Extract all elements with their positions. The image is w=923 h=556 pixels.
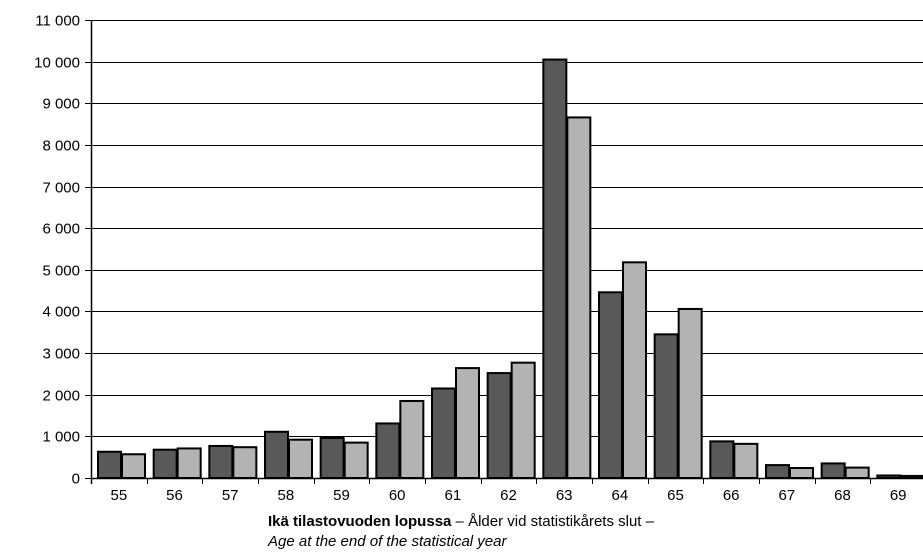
bar-63-series-1 bbox=[542, 58, 568, 480]
x-tick-labels: 55 56 57 58 59 60 61 62 63 64 65 66 67 68 69 bbox=[110, 487, 906, 504]
bar-60-series-1 bbox=[375, 422, 401, 479]
x-tick-label: 60 bbox=[389, 487, 406, 504]
x-tick-label: 69 bbox=[890, 487, 907, 504]
y-tick-labels: 0 1 000 2 000 3 000 4 000 5 000 6 000 7 000 8 00… bbox=[34, 13, 80, 488]
bar-55-series-2 bbox=[121, 453, 146, 479]
y-tick-label: 7 000 bbox=[42, 180, 80, 197]
y-tick-label: 10 000 bbox=[34, 55, 80, 72]
bar-65-series-2 bbox=[677, 307, 703, 479]
bar-68-series-1 bbox=[820, 462, 846, 480]
bar-62-series-2 bbox=[510, 361, 536, 479]
x-tick-label: 68 bbox=[834, 487, 851, 504]
y-tick-label: 2 000 bbox=[42, 388, 80, 405]
bar-56-series-2 bbox=[176, 447, 202, 479]
x-tick-label: 66 bbox=[723, 487, 740, 504]
x-axis-label-line1: Ikä tilastovuoden lopussa – Ålder vid st… bbox=[268, 512, 654, 532]
bar-57-series-1 bbox=[208, 444, 234, 480]
bar-60-series-2 bbox=[399, 399, 425, 479]
bar-63-series-2 bbox=[566, 116, 592, 480]
x-tick-label: 58 bbox=[277, 487, 294, 504]
bar-61-series-2 bbox=[455, 367, 480, 479]
bar-66-series-1 bbox=[709, 440, 735, 479]
y-tick-label: 0 bbox=[72, 471, 80, 488]
bar-57-series-2 bbox=[232, 446, 258, 479]
gridlines bbox=[85, 20, 923, 484]
x-axis-label-line2: Age at the end of the statistical year bbox=[268, 532, 654, 552]
bar-69-series-2 bbox=[900, 474, 923, 480]
x-tick-label: 57 bbox=[222, 487, 239, 504]
x-axis-label: Ikä tilastovuoden lopussa – Ålder vid st… bbox=[268, 512, 654, 552]
x-axis-label-rest: – Ålder vid statistikårets slut – bbox=[451, 513, 654, 530]
bar-55-series-1 bbox=[97, 450, 122, 480]
x-tick-label: 59 bbox=[333, 487, 350, 504]
bar-61-series-1 bbox=[431, 387, 456, 479]
y-tick-label: 9 000 bbox=[42, 96, 80, 113]
bar-67-series-1 bbox=[765, 464, 790, 479]
bar-66-series-2 bbox=[733, 442, 759, 480]
y-tick-label: 3 000 bbox=[42, 346, 80, 363]
bar-58-series-2 bbox=[288, 438, 313, 480]
y-tick-label: 4 000 bbox=[42, 304, 80, 321]
x-tick-label: 62 bbox=[500, 487, 517, 504]
bars bbox=[97, 58, 923, 480]
axes bbox=[90, 20, 923, 484]
x-tick-label: 67 bbox=[778, 487, 795, 504]
bar-68-series-2 bbox=[844, 466, 870, 480]
bar-64-series-1 bbox=[598, 291, 623, 479]
bar-67-series-2 bbox=[789, 467, 814, 479]
bar-62-series-1 bbox=[486, 372, 512, 479]
x-axis-label-bold: Ikä tilastovuoden lopussa bbox=[268, 513, 452, 530]
x-axis-label-italic: Age at the end of the statistical year bbox=[268, 533, 507, 550]
x-tick-label: 56 bbox=[166, 487, 183, 504]
bar-59-series-1 bbox=[319, 437, 345, 479]
x-tick-label: 55 bbox=[110, 487, 127, 504]
bar-58-series-1 bbox=[264, 430, 289, 479]
y-tick-label: 8 000 bbox=[42, 138, 80, 155]
y-tick-label: 1 000 bbox=[42, 429, 80, 446]
y-tick-label: 5 000 bbox=[42, 263, 80, 280]
bar-64-series-2 bbox=[622, 261, 647, 479]
bar-59-series-2 bbox=[343, 441, 369, 480]
bar-56-series-1 bbox=[152, 448, 178, 480]
y-tick-label: 6 000 bbox=[42, 221, 80, 238]
x-tick-label: 61 bbox=[444, 487, 461, 504]
x-tick-label: 64 bbox=[611, 487, 628, 504]
bar-69-series-1 bbox=[876, 474, 902, 480]
x-tick-label: 65 bbox=[667, 487, 684, 504]
y-tick-label: 11 000 bbox=[35, 13, 80, 30]
x-tick-label: 63 bbox=[556, 487, 573, 504]
bar-65-series-1 bbox=[653, 333, 679, 480]
